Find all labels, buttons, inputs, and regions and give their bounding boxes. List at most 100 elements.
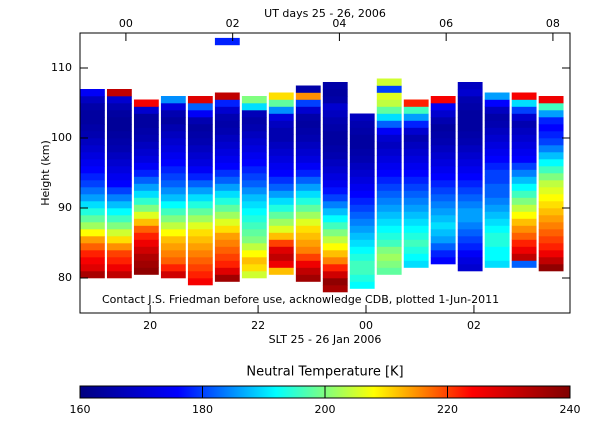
temperature-cell [430, 257, 456, 265]
temperature-cell [295, 260, 321, 268]
temperature-cell [511, 225, 537, 233]
temperature-cell [295, 211, 321, 219]
x-tick-label: 22 [251, 319, 265, 332]
temperature-cell [214, 162, 240, 170]
temperature-cell [106, 250, 132, 258]
temperature-cell [403, 246, 429, 254]
temperature-cell [322, 89, 348, 97]
temperature-cell [160, 131, 186, 139]
temperature-cell [430, 229, 456, 237]
temperature-cell [106, 145, 132, 153]
temperature-cell [511, 99, 537, 107]
temperature-cell [187, 208, 213, 216]
y-tick-label: 80 [58, 271, 72, 284]
temperature-cell [322, 264, 348, 272]
temperature-cell [376, 197, 402, 205]
temperature-cell [484, 120, 510, 128]
temperature-cell [511, 169, 537, 177]
temperature-cell [80, 138, 105, 146]
temperature-cell [187, 229, 213, 237]
temperature-cell [160, 124, 186, 132]
temperature-cell [80, 173, 105, 181]
temperature-cell [403, 134, 429, 142]
temperature-cell [349, 197, 375, 205]
temperature-cell [511, 120, 537, 128]
temperature-cell [160, 236, 186, 244]
temperature-cell [376, 183, 402, 191]
temperature-cell [376, 141, 402, 149]
temperature-cell [376, 148, 402, 156]
temperature-cell [322, 110, 348, 118]
temperature-cell [511, 253, 537, 261]
temperature-cell [160, 201, 186, 209]
temperature-cell [349, 225, 375, 233]
temperature-cell [322, 124, 348, 132]
temperature-cell [457, 124, 483, 132]
temperature-cell [133, 232, 159, 240]
temperature-cell [484, 211, 510, 219]
temperature-cell [133, 99, 159, 107]
temperature-cell [457, 229, 483, 237]
temperature-cell [430, 159, 456, 167]
temperature-cell [106, 166, 132, 174]
temperature-cell [268, 134, 294, 142]
x2-tick-label: 04 [332, 17, 346, 30]
temperature-cell [133, 267, 159, 275]
temperature-cell [214, 92, 240, 100]
temperature-cell [457, 264, 483, 272]
temperature-cell [349, 148, 375, 156]
temperature-cell [403, 253, 429, 261]
temperature-cell [457, 96, 483, 104]
temperature-cell [430, 215, 456, 223]
temperature-cell [538, 159, 564, 167]
temperature-cell [538, 215, 564, 223]
temperature-cell [160, 264, 186, 272]
temperature-cell [322, 103, 348, 111]
temperature-cell [241, 257, 267, 265]
y-tick-label: 110 [51, 61, 72, 74]
temperature-cell [214, 141, 240, 149]
temperature-cell [538, 96, 564, 104]
temperature-cell [484, 169, 510, 177]
temperature-cell [322, 131, 348, 139]
temperature-cell [484, 197, 510, 205]
temperature-cell [187, 278, 213, 286]
temperature-cell [322, 96, 348, 104]
temperature-cell [403, 218, 429, 226]
temperature-cell [349, 127, 375, 135]
temperature-cell [430, 117, 456, 125]
temperature-cell [511, 197, 537, 205]
temperature-cell [106, 103, 132, 111]
temperature-cell [457, 152, 483, 160]
temperature-cell [376, 204, 402, 212]
temperature-cell [241, 124, 267, 132]
temperature-cell [214, 232, 240, 240]
temperature-cell [160, 138, 186, 146]
temperature-cell [241, 264, 267, 272]
temperature-cell [214, 99, 240, 107]
temperature-cell [160, 173, 186, 181]
temperature-cell [484, 162, 510, 170]
temperature-cell [268, 211, 294, 219]
temperature-cell [484, 99, 510, 107]
temperature-cell [133, 141, 159, 149]
temperature-cell [214, 253, 240, 261]
temperature-cell [484, 253, 510, 261]
temperature-cell [538, 187, 564, 195]
x2-tick-label: 08 [546, 17, 560, 30]
temperature-cell [106, 110, 132, 118]
temperature-cell [349, 162, 375, 170]
temperature-cell [160, 117, 186, 125]
temperature-cell [80, 194, 105, 202]
temperature-cell [295, 141, 321, 149]
temperature-cell [80, 271, 105, 279]
temperature-cell [538, 229, 564, 237]
temperature-cell [187, 194, 213, 202]
temperature-cell [214, 183, 240, 191]
temperature-cell [511, 204, 537, 212]
temperature-cell [511, 190, 537, 198]
temperature-cell [80, 117, 105, 125]
temperature-cell [214, 113, 240, 121]
temperature-cell [268, 246, 294, 254]
temperature-cell [322, 285, 348, 293]
